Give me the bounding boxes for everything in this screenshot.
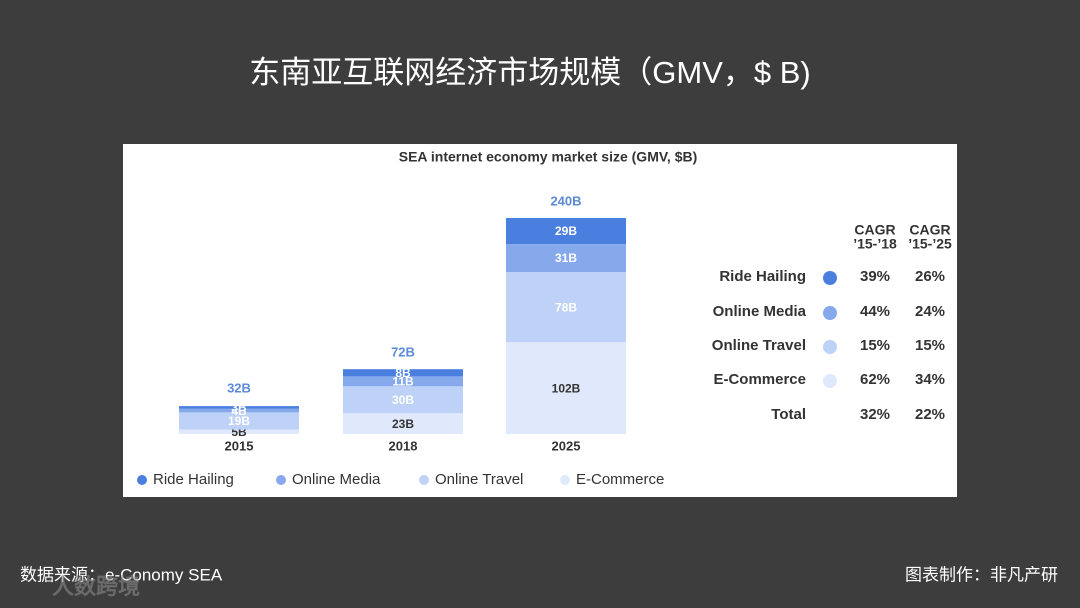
legend-label: Ride Hailing <box>153 471 234 488</box>
row-swatch <box>823 271 837 285</box>
segment-label: 29B <box>555 224 577 238</box>
row-value: 26% <box>915 268 945 285</box>
x-tick-label: 2025 <box>552 438 581 453</box>
legend-swatch <box>560 475 570 485</box>
slide-title: 东南亚互联网经济市场规模（GMV，$ B) <box>249 55 810 90</box>
table-header: CAGR <box>854 222 895 238</box>
row-swatch <box>823 374 837 388</box>
legend-label: E-Commerce <box>576 471 664 488</box>
segment-label: 19B <box>228 414 250 428</box>
row-swatch <box>823 306 837 320</box>
segment-label: 3B <box>231 401 247 415</box>
bar-segment <box>343 413 463 434</box>
segment-label: 11B <box>392 375 414 389</box>
legend-swatch <box>419 475 429 485</box>
table-header: ’15-’18 <box>853 236 897 252</box>
bar-segment <box>343 369 463 377</box>
bar-segment <box>179 412 299 430</box>
table-header: CAGR <box>909 222 950 238</box>
row-value: 62% <box>860 371 890 388</box>
bar-segment <box>506 342 626 434</box>
legend-swatch <box>137 475 147 485</box>
row-swatch <box>823 340 837 354</box>
row-name: E-Commerce <box>713 371 806 388</box>
bar-segment <box>506 218 626 245</box>
total-label: 32B <box>227 381 251 396</box>
bar-segment <box>179 429 299 434</box>
row-name: Online Travel <box>712 337 806 354</box>
row-name: Total <box>771 406 806 423</box>
segment-label: 78B <box>555 300 577 314</box>
bar-segment <box>506 272 626 343</box>
row-name: Ride Hailing <box>719 268 806 285</box>
watermark: 人数跨境 <box>52 574 140 599</box>
bar-segment <box>343 376 463 387</box>
bar-segment <box>179 408 299 413</box>
segment-label: 23B <box>392 417 414 431</box>
segment-label: 31B <box>555 251 577 265</box>
row-value: 24% <box>915 303 945 320</box>
row-value: 39% <box>860 268 890 285</box>
total-label: 72B <box>391 345 415 360</box>
row-value: 22% <box>915 406 945 423</box>
segment-label: 30B <box>392 393 414 407</box>
row-value: 34% <box>915 371 945 388</box>
row-value: 44% <box>860 303 890 320</box>
legend-label: Online Travel <box>435 471 523 488</box>
x-tick-label: 2015 <box>225 438 254 453</box>
row-value: 32% <box>860 406 890 423</box>
bar-segment <box>506 244 626 272</box>
credit: 图表制作：非凡产研 <box>905 565 1058 584</box>
row-value: 15% <box>915 337 945 354</box>
source: 数据来源：e-Conomy SEA <box>20 565 223 584</box>
segment-label: 102B <box>552 381 581 395</box>
bar-segment <box>343 386 463 414</box>
segment-label: 8B <box>395 366 411 380</box>
row-name: Online Media <box>713 303 807 320</box>
legend-swatch <box>276 475 286 485</box>
row-value: 15% <box>860 337 890 354</box>
table-header: ’15-’25 <box>908 236 952 252</box>
total-label: 240B <box>550 193 581 208</box>
bar-segment <box>179 406 299 409</box>
legend-label: Online Media <box>292 471 381 488</box>
x-tick-label: 2018 <box>389 438 418 453</box>
chart-title: SEA internet economy market size (GMV, $… <box>399 149 698 165</box>
